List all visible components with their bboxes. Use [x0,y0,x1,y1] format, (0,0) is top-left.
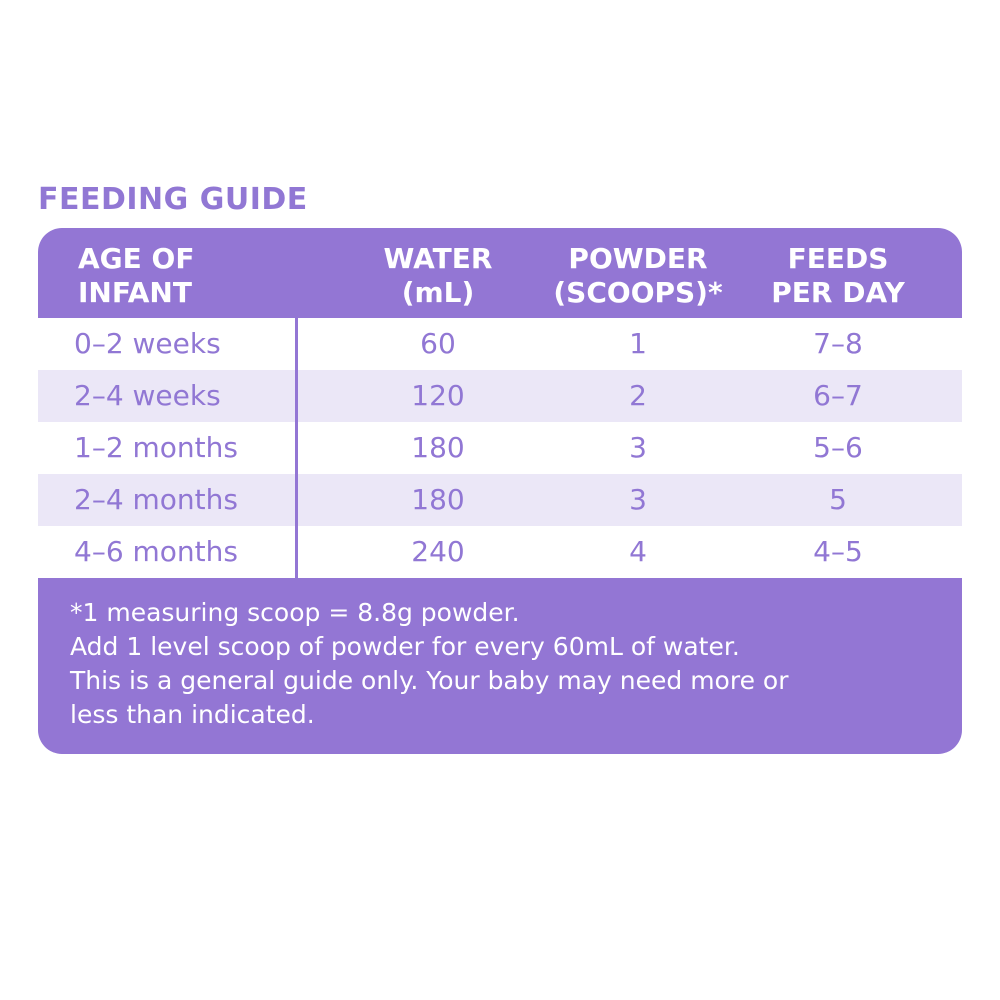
table-row: 2–4 weeks 120 2 6–7 [38,370,962,422]
table-row: 1–2 months 180 3 5–6 [38,422,962,474]
cell-age: 0–2 weeks [74,327,221,360]
cell-powder: 2 [629,379,647,412]
cell-feeds: 4–5 [813,535,863,568]
header-age: AGE OF INFANT [78,242,195,309]
page-title: FEEDING GUIDE [38,182,308,217]
cell-feeds: 7–8 [813,327,863,360]
cell-powder: 3 [629,431,647,464]
cell-age: 4–6 months [74,535,238,568]
table-row: 0–2 weeks 60 1 7–8 [38,318,962,370]
column-divider [295,318,298,578]
cell-feeds: 5 [829,483,847,516]
cell-age: 2–4 months [74,483,238,516]
table-row: 2–4 months 180 3 5 [38,474,962,526]
footnote-line: *1 measuring scoop = 8.8g powder. [70,598,520,627]
header-water: WATER (mL) [383,242,493,309]
cell-powder: 1 [629,327,647,360]
footnote-line: less than indicated. [70,700,315,729]
footnote-line: This is a general guide only. Your baby … [70,666,789,695]
cell-powder: 4 [629,535,647,568]
cell-water: 180 [411,431,465,464]
cell-age: 2–4 weeks [74,379,221,412]
cell-water: 120 [411,379,465,412]
header-powder: POWDER (SCOOPS)* [553,242,723,309]
cell-feeds: 6–7 [813,379,863,412]
feeding-guide-table: AGE OF INFANT WATER (mL) POWDER (SCOOPS)… [38,228,962,754]
table-body: 0–2 weeks 60 1 7–8 2–4 weeks 120 2 6–7 1… [38,318,962,578]
cell-water: 60 [420,327,456,360]
table-row: 4–6 months 240 4 4–5 [38,526,962,578]
table-header: AGE OF INFANT WATER (mL) POWDER (SCOOPS)… [38,228,962,318]
footnote: *1 measuring scoop = 8.8g powder. Add 1 … [70,596,940,732]
cell-age: 1–2 months [74,431,238,464]
cell-water: 180 [411,483,465,516]
cell-feeds: 5–6 [813,431,863,464]
cell-powder: 3 [629,483,647,516]
cell-water: 240 [411,535,465,568]
footnote-line: Add 1 level scoop of powder for every 60… [70,632,740,661]
header-feeds: FEEDS PER DAY [771,242,905,309]
